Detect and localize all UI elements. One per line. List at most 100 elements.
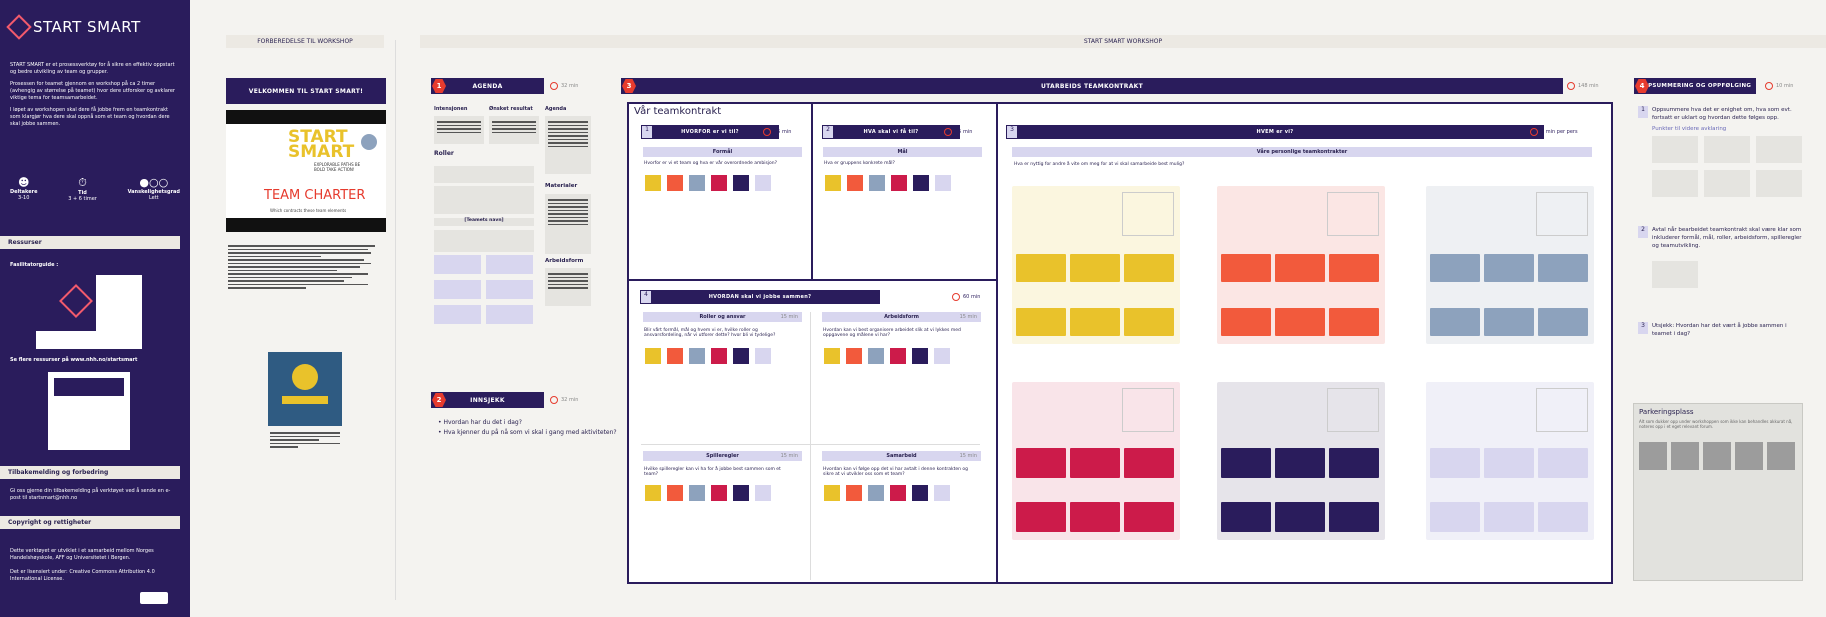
q4-collab-swatches [824,485,956,505]
q4-roles-swatches [645,348,777,368]
sticky-navy[interactable] [912,348,928,364]
sticky-yellow[interactable] [825,175,841,191]
sticky-crimson[interactable] [891,175,907,191]
facilitator-guide-thumbnail[interactable] [36,275,142,349]
sticky-yellow[interactable] [824,348,840,364]
signature-card [434,280,481,299]
sticky-crimson[interactable] [711,485,727,501]
video-thumbnail[interactable] [268,352,342,426]
sticky-lavender[interactable] [755,348,771,364]
materials-label: Materialer [545,183,578,189]
q4-sub-time: 15 min [959,314,977,320]
sticky-note [1275,448,1325,478]
sticky-lavender[interactable] [934,485,950,501]
q3-description: Hva er nyttig for andre å vite om meg fo… [1014,162,1185,167]
sticky-navy[interactable] [733,175,749,191]
summary-time: 10 min [1776,83,1794,89]
dots-icon: ●○○ [139,176,169,189]
checkin-question-text: Hva kjenner du på nå som vi skal i gang … [443,429,617,436]
photo-placeholder [1327,192,1379,236]
sticky-blue[interactable] [689,175,705,191]
role-card [434,230,534,252]
sticky-blue[interactable] [869,175,885,191]
globe-icon [361,134,377,150]
sticky-crimson[interactable] [890,348,906,364]
sticky-yellow[interactable] [645,175,661,191]
q3-header: HVEM er vi? [1006,125,1544,139]
poster-title-2: SMART [288,142,355,162]
parking-note [1671,442,1699,470]
sticky-navy[interactable] [913,175,929,191]
q2-number: 2 [823,126,833,138]
agenda-col-agenda: Agenda [545,106,567,112]
q4-workform-swatches [824,348,956,368]
summary-note [1704,136,1750,163]
photo-placeholder [1327,388,1379,432]
parking-note [1639,442,1667,470]
sticky-orange[interactable] [846,485,862,501]
sticky-yellow[interactable] [645,348,661,364]
q4-divider-v [810,312,811,580]
timer-icon [952,293,960,301]
board-divider-v1 [811,104,813,279]
resource-thumbnail[interactable] [48,372,130,450]
logo-mark-icon [6,14,32,40]
sticky-crimson[interactable] [711,348,727,364]
sticky-orange[interactable] [846,348,862,364]
sticky-blue[interactable] [689,348,705,364]
q4-sub-title: Samarbeid [886,453,917,459]
stats-row: ☻ Deltakere 3-10 ⏱ Tid 3 + 6 timer ●○○ Vanske… [10,176,180,202]
personal-card-orange[interactable] [1217,186,1385,344]
team-name-label: [Teamets navn] [434,218,534,226]
q2-header: HVA skal vi få til? [822,125,960,139]
sticky-crimson[interactable] [890,485,906,501]
sticky-yellow[interactable] [824,485,840,501]
sidebar-bullet: START SMART er et prosessverktøy for å s… [10,62,175,75]
sticky-lavender[interactable] [755,175,771,191]
sticky-navy[interactable] [733,348,749,364]
personal-card-crimson[interactable] [1012,382,1180,540]
sticky-orange[interactable] [667,348,683,364]
role-card [434,186,534,214]
sticky-blue[interactable] [868,485,884,501]
q4-number: 4 [641,291,651,303]
sticky-lavender[interactable] [935,175,951,191]
copyright-text-2: Det er lisensiert under: Creative Common… [10,569,155,582]
sticky-navy[interactable] [733,485,749,501]
summary-item-link[interactable]: Punkter til videre avklaring [1652,126,1727,132]
sticky-note [1124,308,1174,336]
q1-subheader: Formål [643,147,802,157]
sticky-lavender[interactable] [755,485,771,501]
more-resources-text[interactable]: Se flere ressurser på www.nhh.no/startsm… [10,357,138,363]
sticky-note [1430,448,1480,478]
sticky-lavender[interactable] [934,348,950,364]
sidebar-bullet: I løpet av workshopen skal dere få jobbe… [10,107,170,127]
sticky-orange[interactable] [847,175,863,191]
sticky-navy[interactable] [912,485,928,501]
timer-icon [1765,82,1773,90]
board-divider-h [629,279,996,281]
personal-card-yellow[interactable] [1012,186,1180,344]
poster-caption: Which contracts these team elements [270,208,347,213]
personal-card-lavender[interactable] [1426,382,1594,540]
photo-placeholder [1536,192,1588,236]
sticky-note [1275,502,1325,532]
role-card [434,166,534,183]
summary-item-text: Avtal når bearbeidet teamkontrakt skal v… [1652,227,1802,249]
personal-card-blue[interactable] [1426,186,1594,344]
sticky-yellow[interactable] [645,485,661,501]
roles-label: Roller [434,150,454,157]
q3-subheader: Våre personlige teamkontrakter [1012,147,1592,157]
board-divider-v2 [996,104,998,584]
sticky-blue[interactable] [868,348,884,364]
sticky-note [1124,448,1174,478]
sticky-orange[interactable] [667,485,683,501]
sticky-note [1221,502,1271,532]
summary-item-text: Utsjekk: Hvordan har det vært å jobbe sa… [1652,323,1787,337]
personal-card-navy[interactable] [1217,382,1385,540]
sticky-blue[interactable] [689,485,705,501]
sticky-orange[interactable] [667,175,683,191]
video-label [282,396,328,404]
sticky-crimson[interactable] [711,175,727,191]
sidebar-bullets: START SMART er et prosessverktøy for å s… [10,62,180,128]
